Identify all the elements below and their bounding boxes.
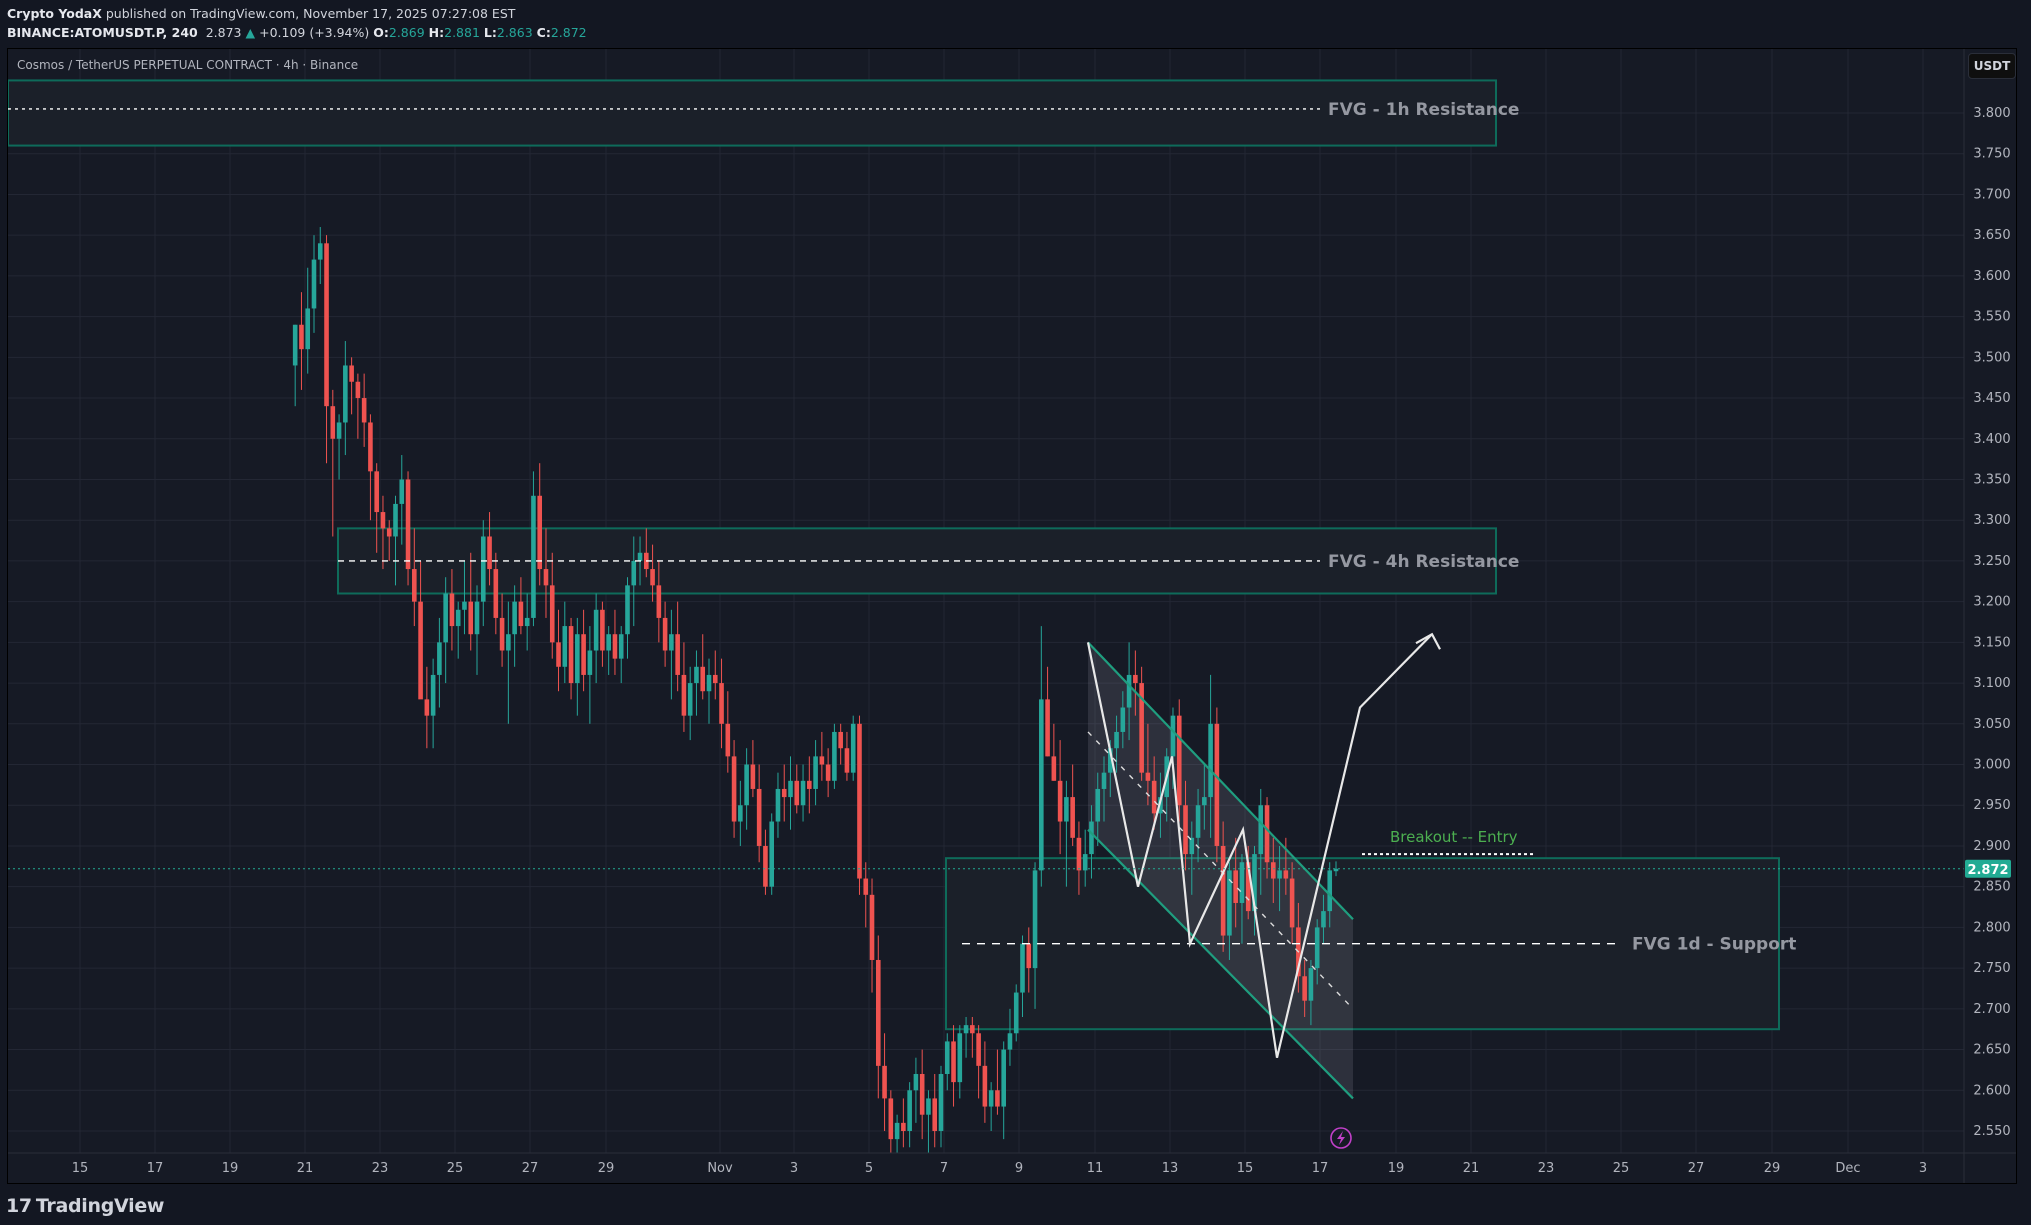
date-tick: 27 [1688, 1161, 1705, 1176]
price-tick: 2.650 [1973, 1043, 2010, 1058]
date-tick: 7 [940, 1161, 948, 1176]
tradingview-logo[interactable]: 𝟭𝟳 TradingView [6, 1195, 164, 1217]
date-tick: 25 [447, 1161, 464, 1176]
price-tick: 2.600 [1973, 1083, 2010, 1098]
zone-label: FVG - 4h Resistance [1328, 552, 1519, 572]
price-tick: 3.500 [1973, 350, 2010, 365]
date-tick: 19 [222, 1161, 239, 1176]
price-tick: 2.750 [1973, 961, 2010, 976]
date-tick: 29 [1764, 1161, 1781, 1176]
price-tick: 3.250 [1973, 554, 2010, 569]
price-tick: 2.850 [1973, 880, 2010, 895]
price-tick: 3.150 [1973, 635, 2010, 650]
currency-button[interactable]: USDT [1968, 53, 2016, 79]
open-label: O: [373, 25, 389, 40]
price-tick: 3.300 [1973, 513, 2010, 528]
low-value: 2.863 [496, 25, 533, 40]
date-tick: 9 [1015, 1161, 1023, 1176]
date-tick: 21 [297, 1161, 314, 1176]
date-tick: 29 [598, 1161, 615, 1176]
svg-text:2.872: 2.872 [1967, 863, 2008, 878]
price-tick: 3.600 [1973, 269, 2010, 284]
symbol-label: BINANCE:ATOMUSDT.P, 240 [7, 25, 198, 40]
symbol-ohlc-bar: BINANCE:ATOMUSDT.P, 240 2.873 ▲ +0.109 (… [7, 25, 587, 40]
price-tick: 2.800 [1973, 920, 2010, 935]
date-tick: 23 [372, 1161, 389, 1176]
price-change: +0.109 (+3.94%) [259, 25, 370, 40]
date-tick: 19 [1388, 1161, 1405, 1176]
published-text: published on TradingView.com, November 1… [105, 6, 516, 21]
date-tick: 17 [147, 1161, 164, 1176]
chart-title: Cosmos / TetherUS PERPETUAL CONTRACT · 4… [17, 58, 359, 72]
date-tick: 17 [1312, 1161, 1329, 1176]
date-tick: Dec [1835, 1161, 1860, 1176]
date-tick: 11 [1087, 1161, 1104, 1176]
date-tick: 27 [522, 1161, 539, 1176]
last-price: 2.873 [205, 25, 242, 40]
price-tick: 3.750 [1973, 147, 2010, 162]
tv-logo-icon: 𝟭𝟳 [6, 1195, 32, 1217]
price-tick: 3.700 [1973, 187, 2010, 202]
price-tick: 3.350 [1973, 472, 2010, 487]
low-label: L: [483, 25, 497, 40]
breakout-label: Breakout -- Entry [1390, 828, 1518, 846]
price-tick: 2.550 [1973, 1124, 2010, 1139]
date-tick: 3 [1919, 1161, 1927, 1176]
price-tick: 3.800 [1973, 106, 2010, 121]
date-tick: 25 [1613, 1161, 1630, 1176]
publish-info: Crypto YodaX published on TradingView.co… [7, 6, 515, 21]
date-tick: Nov [707, 1161, 733, 1176]
date-tick: 21 [1463, 1161, 1480, 1176]
high-value: 2.881 [444, 25, 480, 40]
price-tick: 3.450 [1973, 391, 2010, 406]
last-price-tag [1965, 859, 2011, 878]
price-tick: 2.900 [1973, 839, 2010, 854]
zone-label: FVG - 1h Resistance [1328, 100, 1519, 120]
price-tick: 3.400 [1973, 432, 2010, 447]
close-value: 2.872 [550, 25, 587, 40]
event-bolt-icon [1330, 1127, 1352, 1149]
date-tick: 23 [1538, 1161, 1555, 1176]
date-tick: 15 [72, 1161, 89, 1176]
high-label: H: [428, 25, 445, 40]
author-name[interactable]: Crypto YodaX [7, 6, 102, 21]
date-tick: 3 [790, 1161, 798, 1176]
close-label: C: [536, 25, 551, 40]
price-tick: 3.650 [1973, 228, 2010, 243]
price-tick: 2.950 [1973, 798, 2010, 813]
date-tick: 5 [865, 1161, 873, 1176]
price-tick: 3.050 [1973, 717, 2010, 732]
price-tick: 3.100 [1973, 676, 2010, 691]
price-tick: 3.000 [1973, 758, 2010, 773]
price-tick: 2.700 [1973, 1002, 2010, 1017]
logo-text: TradingView [35, 1195, 165, 1217]
date-tick: 13 [1162, 1161, 1179, 1176]
date-tick: 15 [1237, 1161, 1254, 1176]
price-tick: 3.200 [1973, 595, 2010, 610]
open-value: 2.869 [388, 25, 425, 40]
price-tick: 3.550 [1973, 310, 2010, 325]
up-triangle-icon: ▲ [245, 25, 256, 40]
zone-label: FVG 1d - Support [1632, 935, 1796, 955]
